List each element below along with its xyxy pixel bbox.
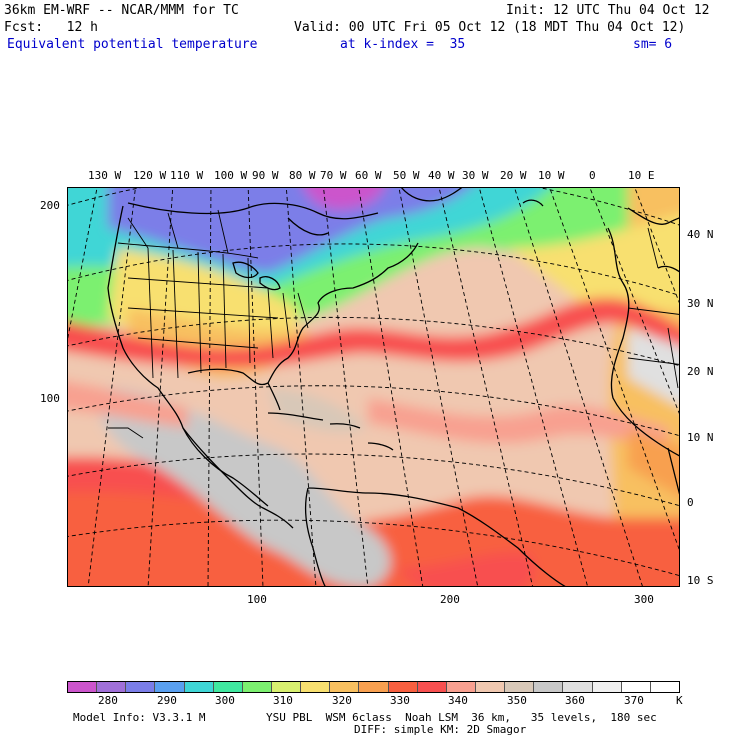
colorbar-swatch bbox=[650, 682, 679, 692]
smoothing-label: sm= 6 bbox=[633, 37, 673, 52]
physics-line-1: YSU PBL WSM 6class Noah LSM 36 km, 35 le… bbox=[266, 711, 657, 724]
longitude-label: 130 W bbox=[88, 169, 122, 182]
colorbar-swatch bbox=[505, 682, 535, 692]
colorbar-swatch bbox=[126, 682, 156, 692]
longitude-label: 40 W bbox=[428, 169, 455, 182]
colorbar-tick-label: 360 bbox=[565, 694, 585, 707]
longitude-label: 60 W bbox=[355, 169, 382, 182]
longitude-label: 0 bbox=[589, 169, 596, 182]
latitude-label: 10 N bbox=[687, 431, 714, 444]
colorbar-swatch bbox=[301, 682, 331, 692]
latitude-label: 30 N bbox=[687, 297, 714, 310]
forecast-hour: Fcst: 12 h bbox=[4, 20, 98, 35]
colorbar-swatch bbox=[475, 682, 506, 692]
colorbar-tick-label: 290 bbox=[157, 694, 177, 707]
longitude-label: 70 W bbox=[320, 169, 347, 182]
colorbar-tick-label: 320 bbox=[332, 694, 352, 707]
longitude-label: 50 W bbox=[393, 169, 420, 182]
colorbar-swatch bbox=[271, 682, 302, 692]
colorbar-unit: K bbox=[676, 694, 683, 707]
colorbar-swatch bbox=[184, 682, 214, 692]
colorbar-tick-label: 330 bbox=[390, 694, 410, 707]
longitude-label: 20 W bbox=[500, 169, 527, 182]
theta-e-map bbox=[67, 187, 680, 587]
colorbar-swatch bbox=[155, 682, 185, 692]
colorbar-swatch bbox=[242, 682, 272, 692]
latitude-label: 0 bbox=[687, 496, 694, 509]
init-time: Init: 12 UTC Thu 04 Oct 12 bbox=[506, 3, 710, 18]
physics-line-2: DIFF: simple KM: 2D Smagor bbox=[354, 723, 527, 736]
longitude-label: 120 W bbox=[133, 169, 167, 182]
graticule bbox=[68, 188, 679, 586]
field-name: Equivalent potential temperature bbox=[7, 37, 258, 52]
latitude-label: 10 S bbox=[687, 574, 714, 587]
longitude-label: 10 W bbox=[538, 169, 565, 182]
colorbar-swatch bbox=[388, 682, 418, 692]
grid-label-left-200: 200 bbox=[40, 199, 60, 212]
latitude-label: 40 N bbox=[687, 228, 714, 241]
latitude-label: 20 N bbox=[687, 365, 714, 378]
colorbar bbox=[67, 681, 680, 693]
grid-label-bottom-300: 300 bbox=[634, 593, 654, 606]
colorbar-tick-label: 280 bbox=[98, 694, 118, 707]
grid-label-bottom-100: 100 bbox=[247, 593, 267, 606]
colorbar-tick-label: 300 bbox=[215, 694, 235, 707]
grid-label-bottom-200: 200 bbox=[440, 593, 460, 606]
colorbar-swatch bbox=[563, 682, 593, 692]
longitude-label: 30 W bbox=[462, 169, 489, 182]
colorbar-swatch bbox=[330, 682, 360, 692]
coastlines bbox=[107, 188, 679, 586]
longitude-label: 100 W bbox=[214, 169, 248, 182]
colorbar-swatch bbox=[68, 682, 98, 692]
colorbar-swatch bbox=[621, 682, 651, 692]
longitude-label: 80 W bbox=[289, 169, 316, 182]
colorbar-tick-label: 340 bbox=[448, 694, 468, 707]
longitude-label: 90 W bbox=[252, 169, 279, 182]
colorbar-swatch bbox=[97, 682, 127, 692]
model-info: Model Info: V3.3.1 M bbox=[73, 711, 206, 724]
colorbar-tick-label: 370 bbox=[624, 694, 644, 707]
colorbar-tick-label: 350 bbox=[507, 694, 527, 707]
model-title: 36km EM-WRF -- NCAR/MMM for TC bbox=[4, 3, 239, 18]
colorbar-swatch bbox=[592, 682, 622, 692]
colorbar-swatch bbox=[213, 682, 243, 692]
longitude-label: 10 E bbox=[628, 169, 655, 182]
shaded-field bbox=[68, 188, 679, 586]
colorbar-swatch bbox=[359, 682, 389, 692]
level-label: at k-index = 35 bbox=[340, 37, 466, 52]
valid-time: Valid: 00 UTC Fri 05 Oct 12 (18 MDT Thu … bbox=[294, 20, 686, 35]
colorbar-swatch bbox=[417, 682, 447, 692]
colorbar-tick-label: 310 bbox=[273, 694, 293, 707]
colorbar-swatch bbox=[534, 682, 564, 692]
longitude-label: 110 W bbox=[170, 169, 204, 182]
grid-label-left-100: 100 bbox=[40, 392, 60, 405]
political-boundaries bbox=[108, 209, 679, 439]
colorbar-swatch bbox=[446, 682, 476, 692]
